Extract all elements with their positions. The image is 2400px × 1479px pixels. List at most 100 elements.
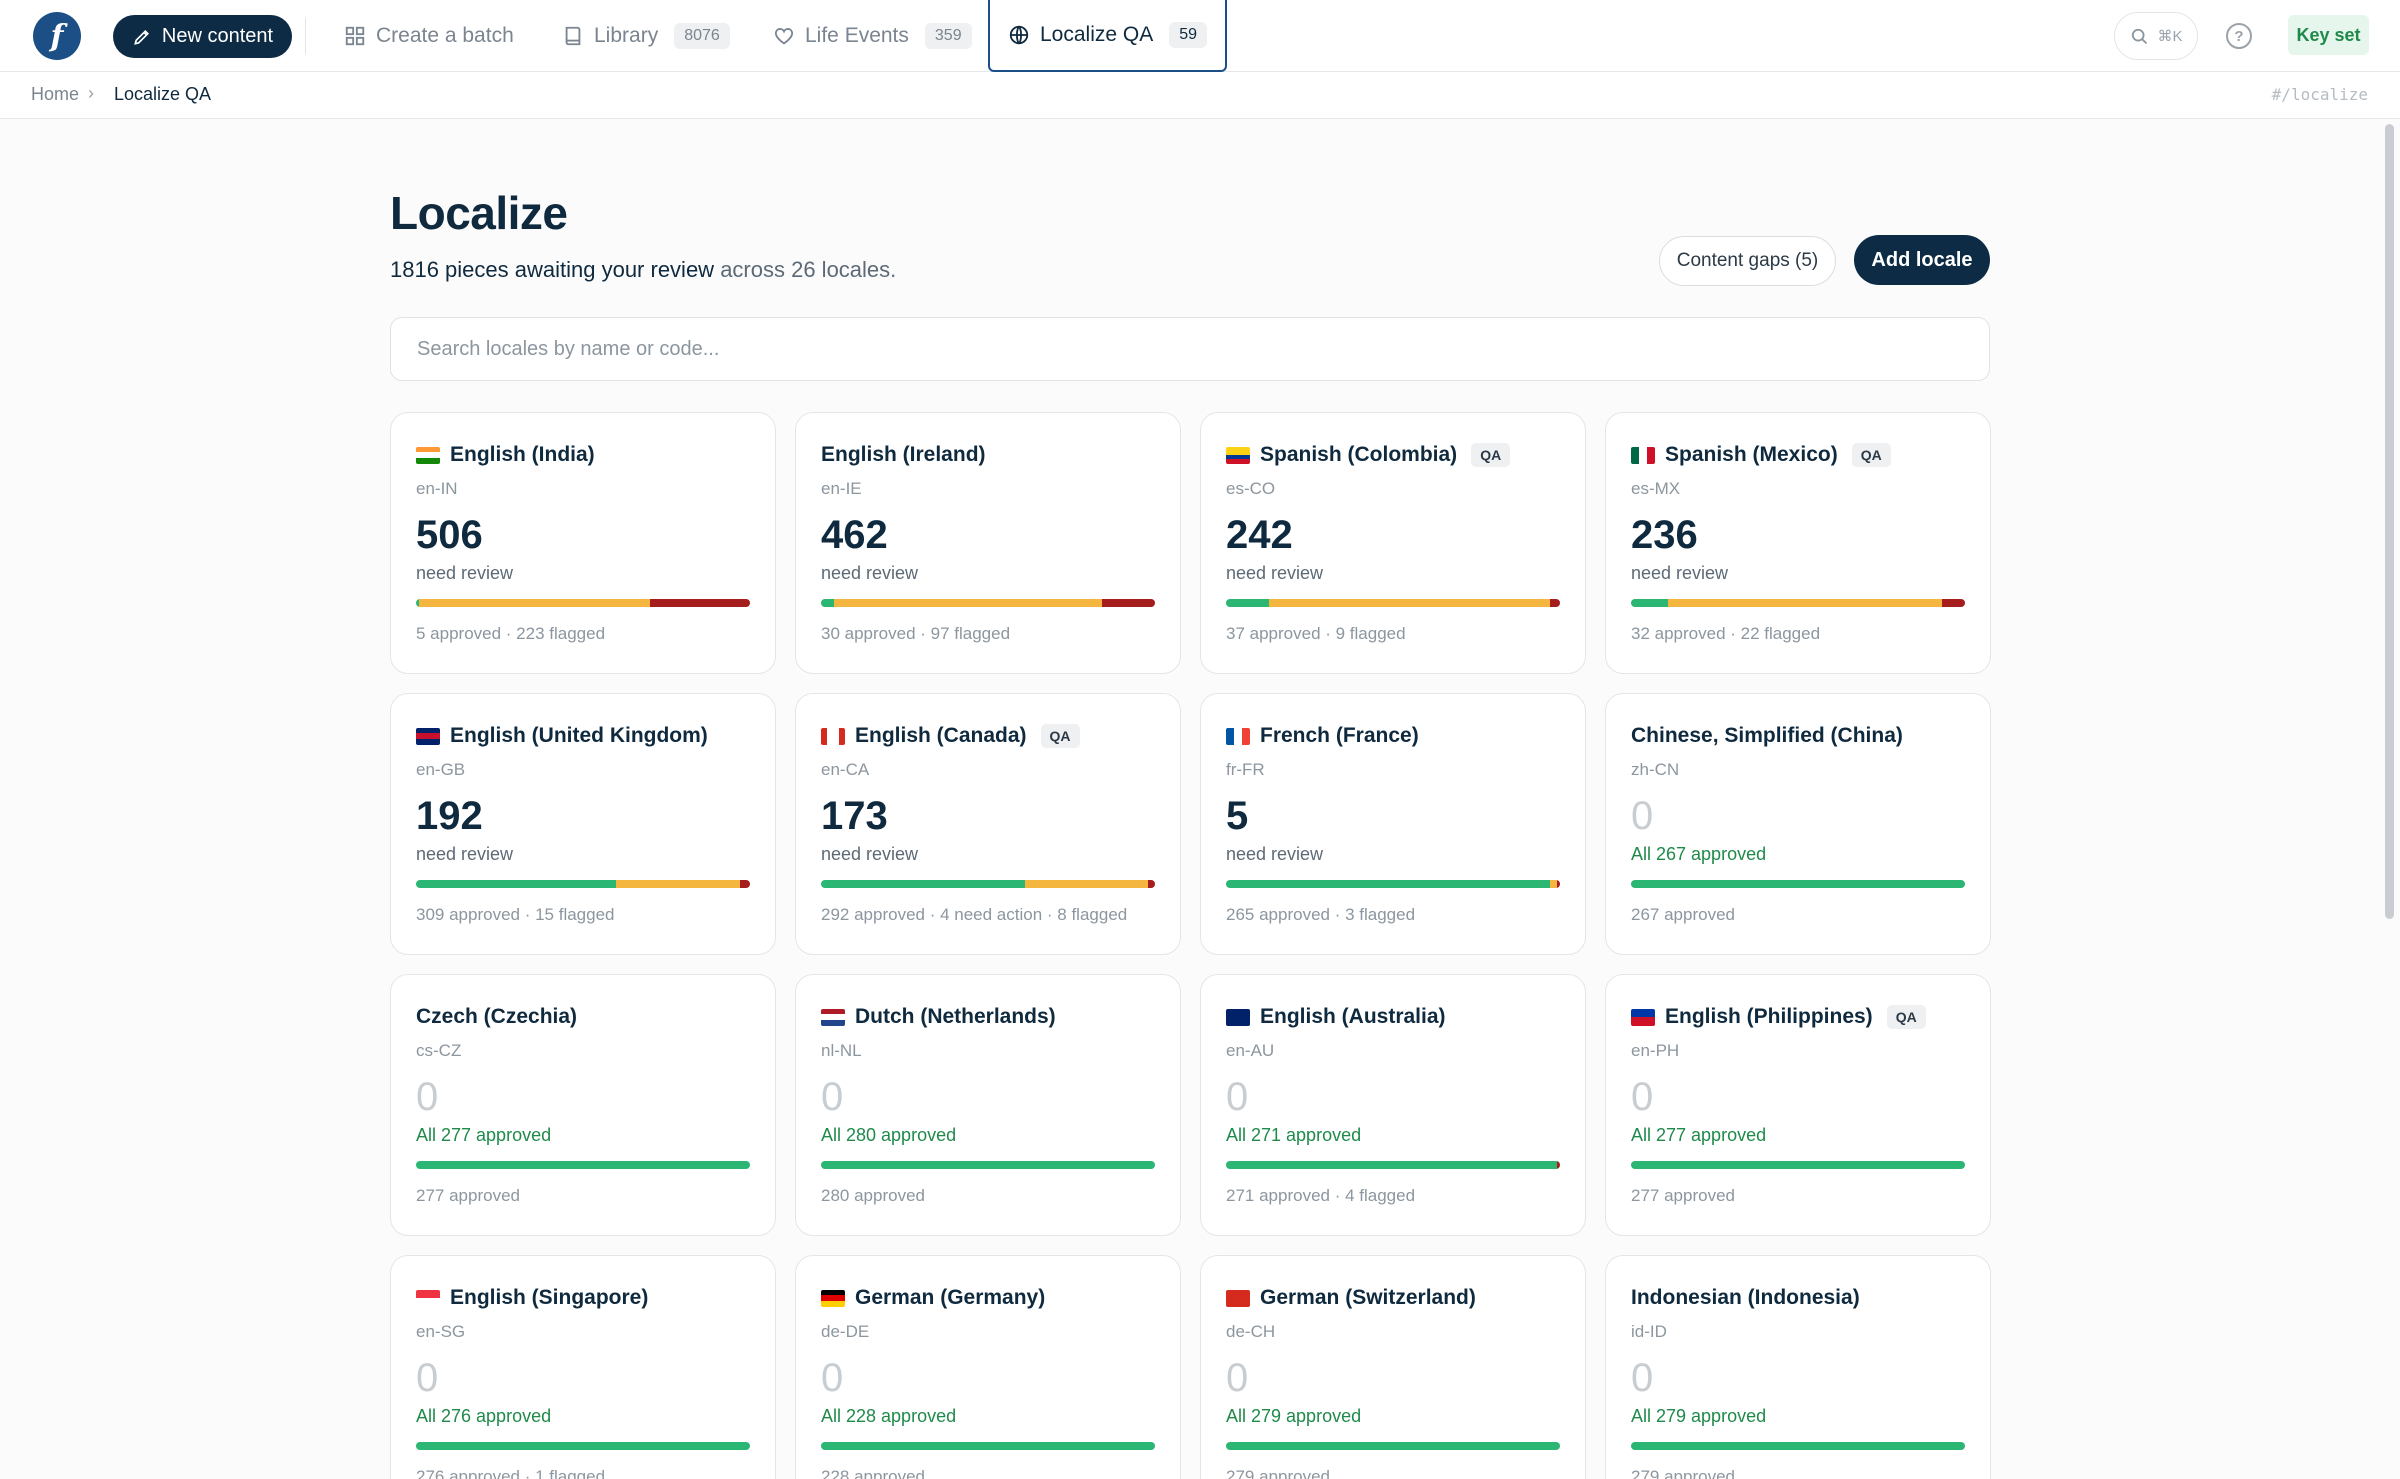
locale-code: fr-FR (1226, 760, 1265, 779)
locale-header: French (France) (1226, 724, 1419, 748)
locale-card[interactable]: English (Ireland) en-IE 462 need review … (795, 412, 1181, 674)
review-count: 462 (821, 513, 888, 557)
flag-au-icon (1226, 1008, 1250, 1026)
progress-approved (416, 880, 617, 888)
review-count: 173 (821, 794, 888, 838)
app-logo[interactable]: f (33, 12, 81, 60)
locale-footer: 309 approved · 15 flagged (416, 905, 615, 924)
locale-footer: 292 approved · 4 need action · 8 flagged (821, 905, 1128, 924)
progress-bar (821, 599, 1155, 607)
new-content-label: New content (161, 25, 274, 47)
page-scrollbar[interactable] (2385, 124, 2394, 919)
locale-card[interactable]: English (India) en-IN 506 need review 5 … (390, 412, 776, 674)
locale-card[interactable]: English (Philippines) QA en-PH 0 All 277… (1605, 974, 1991, 1236)
locale-card[interactable]: Czech (Czechia) cs-CZ 0 All 277 approved… (390, 974, 776, 1236)
locale-card[interactable]: Spanish (Colombia) QA es-CO 242 need rev… (1200, 412, 1586, 674)
progress-flagged (1941, 599, 1965, 607)
review-count: 0 (1226, 1356, 1249, 1400)
new-content-button[interactable]: New content (113, 15, 292, 58)
key-set-badge[interactable]: Key set (2288, 15, 2369, 55)
locale-code: en-GB (416, 760, 466, 779)
breadcrumb-home[interactable]: Home (31, 84, 80, 104)
progress-approved (416, 599, 420, 607)
progress-pending (419, 599, 650, 607)
review-status: need review (821, 844, 919, 864)
review-status: All 271 approved (1226, 1125, 1362, 1145)
add-locale-button[interactable]: Add locale (1854, 235, 1990, 285)
progress-bar (1631, 1442, 1965, 1450)
locale-code: es-CO (1226, 479, 1276, 498)
breadcrumb-current: Localize QA (114, 84, 212, 104)
locale-card[interactable]: Spanish (Mexico) QA es-MX 236 need revie… (1605, 412, 1991, 674)
locale-card[interactable]: Dutch (Netherlands) nl-NL 0 All 280 appr… (795, 974, 1181, 1236)
progress-approved (1631, 880, 1965, 888)
progress-bar (416, 1442, 750, 1450)
progress-flagged (739, 880, 750, 888)
review-status: All 228 approved (821, 1406, 957, 1426)
locale-card[interactable]: English (United Kingdom) en-GB 192 need … (390, 693, 776, 955)
nav-label: Life Events (805, 24, 909, 47)
review-status: need review (821, 563, 919, 583)
progress-bar (416, 1161, 750, 1169)
locale-card[interactable]: German (Germany) de-DE 0 All 228 approve… (795, 1255, 1181, 1479)
nav-life-events[interactable]: Life Events 359 (773, 14, 972, 58)
nav-library[interactable]: Library 8076 (562, 14, 730, 58)
review-status: All 279 approved (1226, 1406, 1362, 1426)
progress-pending (1667, 599, 1942, 607)
locale-footer: 267 approved (1631, 905, 1735, 924)
locale-card[interactable]: German (Switzerland) de-CH 0 All 279 app… (1200, 1255, 1586, 1479)
review-count: 506 (416, 513, 483, 557)
locale-search-input[interactable] (390, 317, 1990, 381)
review-count: 192 (416, 794, 483, 838)
locale-card[interactable]: Indonesian (Indonesia) id-ID 0 All 279 a… (1605, 1255, 1991, 1479)
progress-flagged (1556, 1161, 1560, 1169)
review-count: 0 (821, 1075, 844, 1119)
route-path: #/localize (2271, 85, 2368, 104)
locale-card[interactable]: English (Australia) en-AU 0 All 271 appr… (1200, 974, 1586, 1236)
locale-name: English (Ireland) (821, 443, 986, 466)
logo-letter: f (50, 18, 64, 54)
progress-approved (1226, 880, 1550, 888)
locale-footer: 30 approved · 97 flagged (821, 624, 1011, 643)
help-icon[interactable]: ? (2226, 23, 2252, 49)
progress-approved (1226, 599, 1270, 607)
review-status: All 277 approved (1631, 1125, 1767, 1145)
locale-code: es-MX (1631, 479, 1681, 498)
progress-bar (1226, 1161, 1560, 1169)
global-search-button[interactable]: ⌘K (2114, 12, 2198, 60)
locale-name: German (Switzerland) (1260, 1286, 1476, 1309)
heart-icon (774, 28, 794, 45)
shortcut-hint: ⌘K (2157, 28, 2183, 45)
progress-approved (1226, 1161, 1557, 1169)
locale-card[interactable]: English (Canada) QA en-CA 173 need revie… (795, 693, 1181, 955)
content-gaps-button[interactable]: Content gaps (5) (1659, 236, 1836, 286)
progress-bar (416, 880, 750, 888)
nav-count: 59 (1169, 22, 1208, 48)
nav-create-batch[interactable]: Create a batch (344, 14, 514, 58)
progress-approved (1631, 1442, 1965, 1450)
locale-card[interactable]: French (France) fr-FR 5 need review 265 … (1200, 693, 1586, 955)
locale-header: Dutch (Netherlands) (821, 1005, 1056, 1029)
breadcrumb: Home › Localize QA #/localize (0, 72, 2400, 119)
locale-header: English (India) (416, 443, 595, 467)
locale-card[interactable]: English (Singapore) en-SG 0 All 276 appr… (390, 1255, 776, 1479)
review-status: need review (1226, 563, 1324, 583)
locale-name: English (Philippines) (1665, 1005, 1873, 1028)
locale-header: English (Philippines) QA (1631, 1005, 1926, 1029)
locale-card[interactable]: Chinese, Simplified (China) zh-CN 0 All … (1605, 693, 1991, 955)
progress-approved (821, 599, 835, 607)
locale-code: de-DE (821, 1322, 870, 1341)
flag-mx-icon (1631, 446, 1655, 464)
review-status: need review (416, 563, 514, 583)
nav-localize-qa[interactable]: Localize QA 59 (988, 0, 1227, 72)
flag-ph-icon (1631, 1008, 1655, 1026)
locale-footer: 277 approved (1631, 1186, 1735, 1205)
progress-approved (1631, 599, 1668, 607)
review-count: 0 (1631, 794, 1654, 838)
review-count: 0 (416, 1075, 439, 1119)
progress-flagged (1101, 599, 1155, 607)
breadcrumb-separator: › (88, 83, 94, 103)
nav-label: Localize QA (1039, 23, 1154, 46)
progress-bar (1631, 599, 1965, 607)
locale-name: Indonesian (Indonesia) (1631, 1286, 1860, 1309)
